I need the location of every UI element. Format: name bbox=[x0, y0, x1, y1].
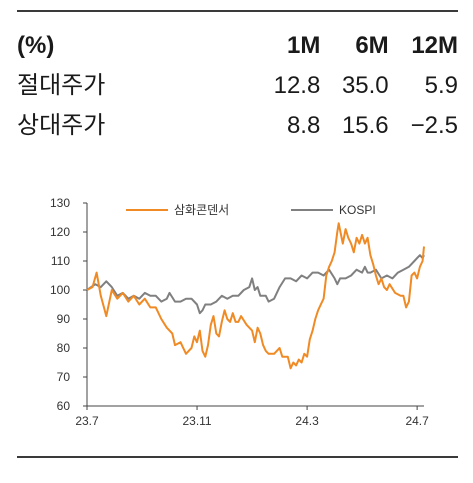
x-tick-labels: 23.7 23.11 24.3 24.7 bbox=[75, 414, 429, 428]
y-tick-label: 110 bbox=[51, 254, 70, 268]
header-12m: 12M bbox=[411, 32, 458, 59]
x-tick-label: 24.3 bbox=[295, 414, 319, 428]
y-tick-label: 80 bbox=[57, 341, 71, 355]
performance-table: (%) 1M 6M 12M 절대주가 12.8 35.0 5.9 상대주가 8.… bbox=[17, 26, 458, 146]
header-unit: (%) bbox=[17, 32, 55, 59]
y-tick-labels: 60 70 80 90 100 110 120 130 bbox=[50, 196, 70, 413]
cell-relative-6m: 15.6 bbox=[341, 112, 389, 139]
top-rule bbox=[17, 10, 458, 12]
chart-axes bbox=[83, 202, 424, 410]
table-header-row: (%) 1M 6M 12M bbox=[17, 26, 458, 66]
x-tick-label: 24.7 bbox=[405, 414, 429, 428]
y-tick-label: 100 bbox=[50, 283, 70, 297]
y-tick-label: 70 bbox=[57, 370, 71, 384]
series-line-kospi bbox=[86, 254, 425, 315]
x-tick-label: 23.7 bbox=[75, 414, 99, 428]
header-6m: 6M bbox=[355, 32, 389, 59]
y-tick-label: 120 bbox=[50, 225, 70, 239]
legend-label: 삼화콘덴서 bbox=[174, 203, 229, 217]
series-lines bbox=[86, 222, 425, 370]
cell-absolute-6m: 35.0 bbox=[341, 72, 389, 99]
price-chart: 60 70 80 90 100 110 120 130 23.7 23.11 24.3 24.7 삼… bbox=[50, 196, 429, 428]
series-line-samwha bbox=[86, 222, 425, 370]
header-1m: 1M bbox=[286, 32, 321, 59]
cell-relative-1m: 8.8 bbox=[286, 112, 321, 139]
y-tick-label: 130 bbox=[50, 196, 70, 210]
y-tick-label: 60 bbox=[57, 399, 71, 413]
legend-label: KOSPI bbox=[339, 203, 376, 217]
cell-relative-12m: −2.5 bbox=[410, 112, 458, 139]
cell-absolute-12m: 5.9 bbox=[424, 72, 458, 99]
chart-legend: 삼화콘덴서 KOSPI bbox=[126, 203, 376, 217]
cell-absolute-1m: 12.8 bbox=[273, 72, 321, 99]
y-tick-label: 90 bbox=[57, 312, 71, 326]
x-tick-label: 23.11 bbox=[182, 414, 211, 428]
row-label-relative: 상대주가 bbox=[17, 112, 106, 139]
row-label-absolute: 절대주가 bbox=[17, 72, 106, 99]
bottom-rule bbox=[17, 456, 458, 458]
table-row: 상대주가 8.8 15.6 −2.5 bbox=[17, 106, 458, 146]
table-row: 절대주가 12.8 35.0 5.9 bbox=[17, 66, 458, 106]
